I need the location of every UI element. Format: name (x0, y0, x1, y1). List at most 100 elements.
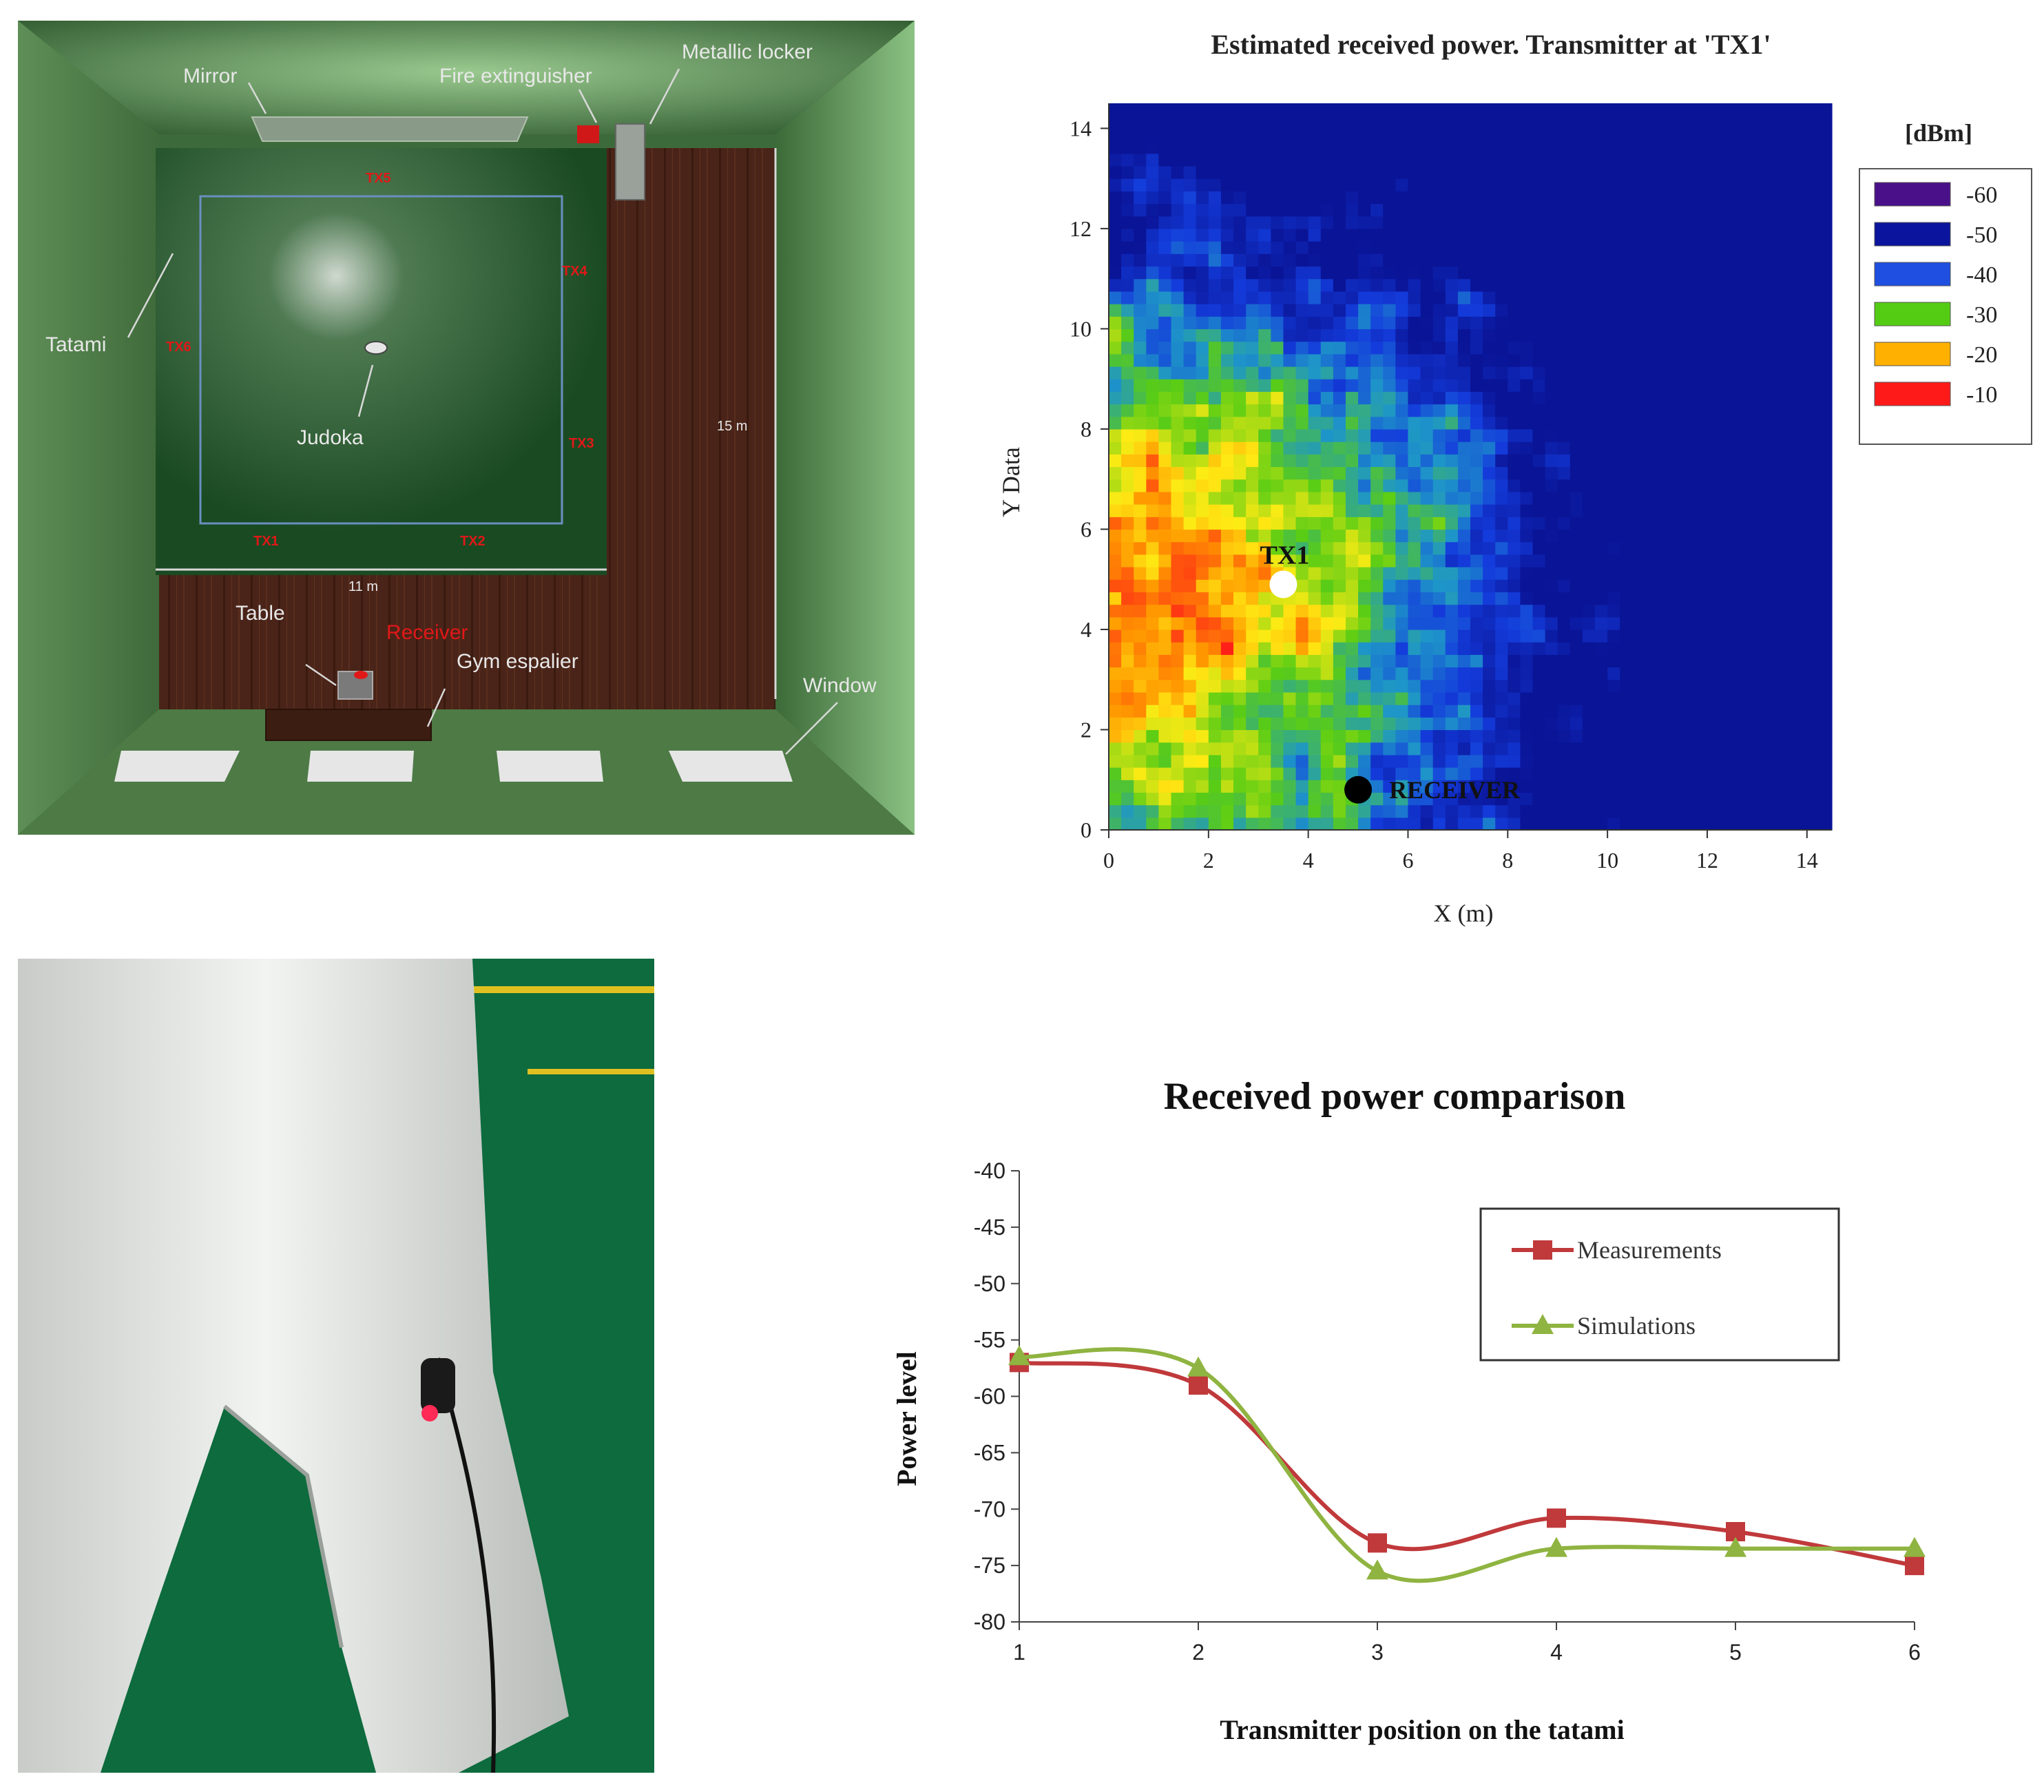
heatmap-cell (1320, 353, 1334, 367)
heatmap-cell (1383, 491, 1396, 505)
heatmap-cell (1395, 792, 1409, 806)
heatmap-cell (1620, 404, 1633, 417)
heatmap-cell (1457, 616, 1471, 630)
heatmap-cell (1483, 441, 1496, 455)
heatmap-cell (1520, 629, 1534, 643)
heatmap-cell (1146, 604, 1160, 618)
heatmap-cell (1732, 153, 1745, 167)
heatmap-cell (1582, 228, 1596, 242)
heatmap-cell (1208, 529, 1222, 543)
heatmap-cell (1495, 616, 1508, 630)
heatmap-cell (1582, 316, 1596, 330)
heatmap-cell (1570, 691, 1583, 705)
heatmap-cell (1358, 391, 1371, 405)
heatmap-cell (1694, 191, 1708, 205)
heatmap-cell (1483, 428, 1496, 442)
heatmap-cell (1258, 642, 1271, 655)
heatmap-cell (1420, 341, 1434, 355)
heatmap-cell (1657, 216, 1671, 229)
heatmap-cell (1508, 654, 1521, 668)
heatmap-cell (1794, 253, 1808, 267)
heatmap-cell (1196, 366, 1209, 379)
heatmap-cell (1308, 291, 1322, 304)
heatmap-cell (1171, 504, 1185, 517)
heatmap-cell (1620, 616, 1633, 630)
heatmap-cell (1457, 592, 1471, 605)
heatmap-cell (1794, 691, 1808, 705)
heatmap-cell (1545, 441, 1558, 455)
heatmap-cell (1732, 366, 1745, 379)
room-diagram: Mirror Fire extinguisher Metallic locker… (18, 21, 915, 835)
heatmap-cell (1707, 642, 1720, 655)
heatmap-cell (1520, 128, 1534, 142)
heatmap-cell (1134, 304, 1147, 317)
heatmap-cell (1457, 203, 1471, 217)
heatmap-cell (1520, 228, 1534, 242)
heatmap-cell (1769, 316, 1783, 330)
heatmap-cell (1333, 116, 1346, 129)
heatmap-cell (1395, 353, 1409, 367)
heatmap-cell (1470, 404, 1483, 417)
heatmap-cell (1819, 479, 1833, 492)
heatmap-cell (1345, 479, 1359, 492)
heatmap-cell (1520, 203, 1534, 217)
heatmap-cell (1134, 767, 1147, 780)
heatmap-cell (1196, 203, 1209, 217)
heatmap-cell (1483, 316, 1496, 330)
heatmap-cell (1520, 479, 1534, 492)
heatmap-cell (1208, 391, 1222, 405)
heatmap-cell (1819, 228, 1833, 242)
heatmap-cell (1208, 241, 1222, 254)
heatmap-cell (1595, 291, 1608, 304)
heatmap-cell (1806, 329, 1820, 342)
heatmap-cell (1333, 579, 1346, 592)
heatmap-cell (1470, 742, 1483, 756)
heatmap-cell (1595, 266, 1608, 280)
heatmap-cell (1370, 404, 1384, 417)
judoka-marker (364, 341, 388, 355)
heatmap-cell (1557, 441, 1571, 455)
heatmap-cell (1483, 103, 1496, 116)
heatmap-cell (1520, 504, 1534, 517)
heatmap-cell (1607, 629, 1620, 643)
heatmap-cell (1457, 191, 1471, 205)
photo-gi-fold (223, 1404, 344, 1648)
heatmap-cell (1445, 804, 1459, 818)
heatmap-cell (1320, 454, 1334, 468)
heatmap-cell (1395, 517, 1409, 530)
heatmap-cell (1520, 116, 1534, 129)
heatmap-cell (1806, 191, 1820, 205)
heatmap-cell (1657, 404, 1671, 417)
heatmap-cell (1669, 579, 1683, 592)
heatmap-cell (1432, 792, 1446, 806)
heatmap-cell (1707, 228, 1720, 242)
heatmap-cell (1196, 804, 1209, 818)
heatmap-cell (1782, 804, 1795, 818)
heatmap-cell (1208, 742, 1222, 756)
heatmap-cell (1607, 178, 1620, 191)
heatmap-cell (1196, 241, 1209, 254)
heatmap-cell (1782, 316, 1795, 330)
heatmap-cell (1408, 767, 1421, 780)
heatmap-cell (1645, 554, 1658, 567)
heatmap-cell (1819, 191, 1833, 205)
heatmap-cell (1233, 529, 1247, 543)
heatmap-cell (1757, 329, 1771, 342)
heatmap-cell (1208, 642, 1222, 655)
heatmap-cell (1620, 579, 1633, 592)
heatmap-cell (1146, 592, 1160, 605)
heatmap-cell (1171, 441, 1185, 455)
heatmap-cell (1333, 792, 1346, 806)
heatmap-cell (1420, 191, 1434, 205)
heatmap-cell (1570, 705, 1583, 718)
receiver-annotation-label: RECEIVER (1389, 776, 1521, 804)
heatmap-cell (1744, 654, 1758, 668)
heatmap-cell (1246, 341, 1259, 355)
gym-espalier-shape (265, 709, 432, 741)
heatmap-cell (1694, 216, 1708, 229)
heatmap-cell (1595, 428, 1608, 442)
heatmap-cell (1732, 592, 1745, 605)
heatmap-cell (1806, 278, 1820, 292)
heatmap-cell (1283, 717, 1297, 731)
heatmap-cell (1445, 554, 1459, 567)
